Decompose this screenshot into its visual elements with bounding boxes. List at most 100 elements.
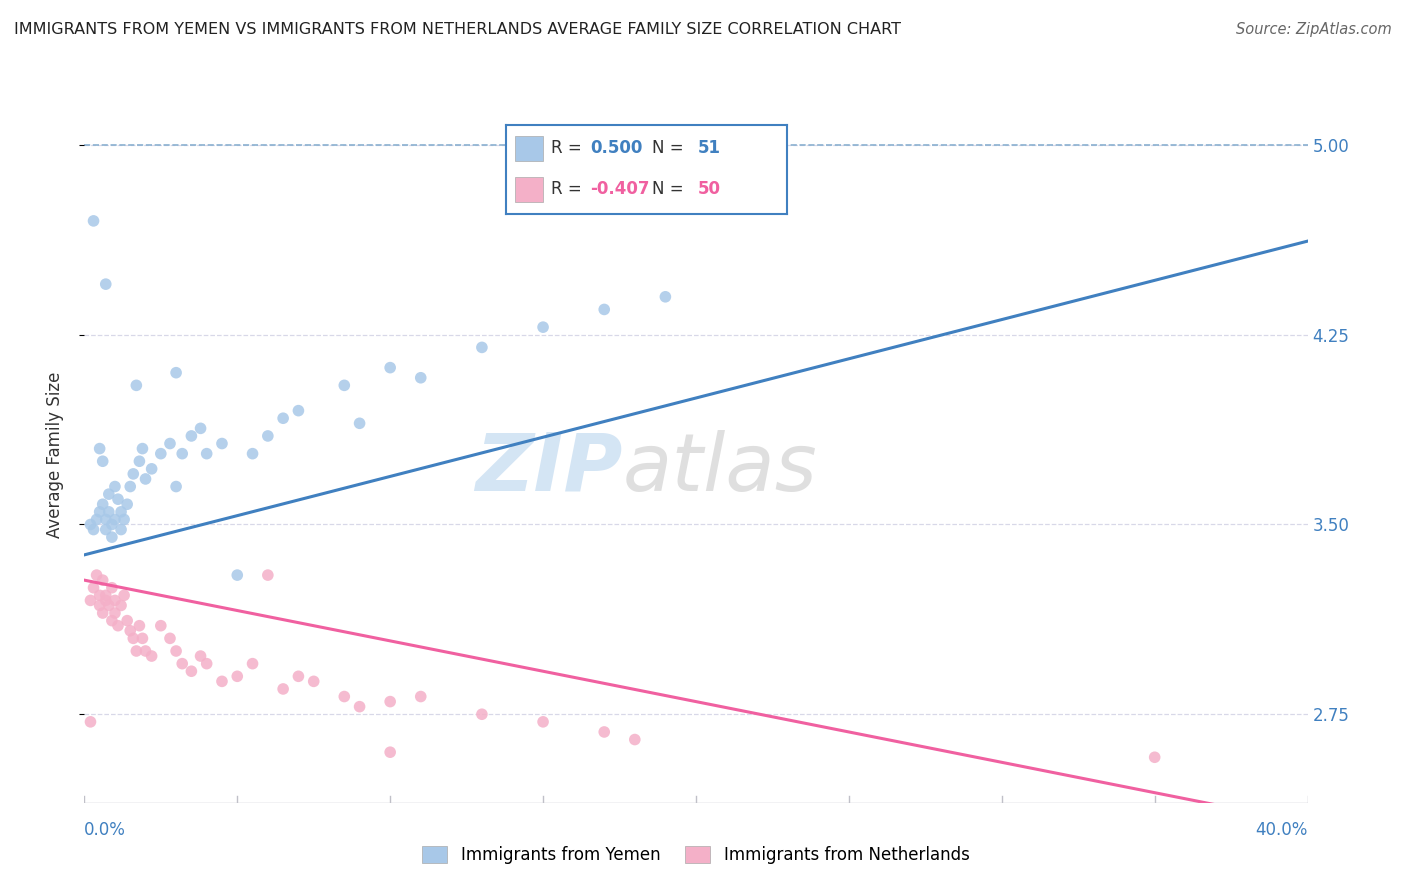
Point: [94, 523, 117, 537]
Point: [83, 523, 105, 537]
Point: [94, 588, 117, 602]
Point: [271, 681, 294, 696]
Point: [190, 648, 212, 663]
Text: Source: ZipAtlas.com: Source: ZipAtlas.com: [1236, 22, 1392, 37]
Point: [165, 644, 187, 658]
Point: [91, 497, 114, 511]
Point: [83, 581, 105, 595]
Point: [257, 568, 280, 582]
Point: [593, 302, 616, 317]
Text: -0.407: -0.407: [591, 180, 650, 198]
Point: [409, 690, 432, 704]
Point: [380, 695, 402, 709]
Point: [333, 378, 356, 392]
Point: [380, 360, 402, 375]
Point: [101, 614, 124, 628]
Point: [104, 593, 127, 607]
Point: [122, 632, 145, 646]
Text: 0.0%: 0.0%: [84, 821, 127, 838]
Point: [242, 657, 264, 671]
Point: [112, 588, 135, 602]
Legend: Immigrants from Yemen, Immigrants from Netherlands: Immigrants from Yemen, Immigrants from N…: [416, 839, 976, 871]
Point: [624, 732, 647, 747]
Point: [110, 523, 132, 537]
Point: [112, 512, 135, 526]
Point: [531, 714, 554, 729]
Point: [89, 599, 111, 613]
Point: [110, 599, 132, 613]
Point: [131, 442, 153, 456]
Point: [1143, 750, 1166, 764]
Point: [89, 442, 111, 456]
Point: [149, 618, 172, 632]
Point: [471, 707, 494, 722]
Point: [125, 644, 148, 658]
Point: [271, 411, 294, 425]
Point: [120, 479, 142, 493]
Point: [101, 517, 124, 532]
Point: [172, 657, 194, 671]
Point: [226, 568, 249, 582]
Text: 0.500: 0.500: [591, 139, 643, 157]
Text: 40.0%: 40.0%: [1256, 821, 1308, 838]
Point: [97, 505, 120, 519]
Point: [120, 624, 142, 638]
Point: [104, 512, 127, 526]
Point: [107, 492, 129, 507]
Point: [128, 618, 150, 632]
Point: [333, 690, 356, 704]
Bar: [515, 136, 543, 161]
Point: [593, 725, 616, 739]
Point: [79, 714, 101, 729]
Point: [104, 606, 127, 620]
Text: N =: N =: [652, 139, 689, 157]
Point: [125, 378, 148, 392]
Point: [159, 632, 181, 646]
Point: [94, 512, 117, 526]
Point: [287, 669, 309, 683]
Point: [349, 699, 371, 714]
Point: [349, 417, 371, 431]
Point: [380, 745, 402, 759]
Point: [89, 588, 111, 602]
Point: [110, 505, 132, 519]
Point: [86, 512, 108, 526]
Point: [135, 644, 157, 658]
Text: 51: 51: [697, 139, 720, 157]
Point: [211, 674, 233, 689]
Point: [79, 517, 101, 532]
Point: [141, 462, 163, 476]
Text: N =: N =: [652, 180, 689, 198]
Point: [195, 447, 218, 461]
Point: [101, 581, 124, 595]
Point: [135, 472, 157, 486]
Point: [654, 290, 676, 304]
Point: [180, 665, 202, 679]
Point: [107, 618, 129, 632]
Point: [165, 366, 187, 380]
Point: [141, 648, 163, 663]
Point: [159, 436, 181, 450]
Point: [180, 429, 202, 443]
Point: [91, 454, 114, 468]
Text: IMMIGRANTS FROM YEMEN VS IMMIGRANTS FROM NETHERLANDS AVERAGE FAMILY SIZE CORRELA: IMMIGRANTS FROM YEMEN VS IMMIGRANTS FROM…: [14, 22, 901, 37]
Point: [287, 403, 309, 417]
Point: [257, 429, 280, 443]
Point: [115, 497, 138, 511]
Text: ZIP: ZIP: [475, 430, 623, 508]
Point: [302, 674, 325, 689]
Text: R =: R =: [551, 180, 588, 198]
Bar: [515, 177, 543, 202]
Point: [97, 487, 120, 501]
Point: [94, 277, 117, 292]
Point: [226, 669, 249, 683]
Point: [91, 573, 114, 587]
Point: [94, 593, 117, 607]
Point: [122, 467, 145, 481]
Point: [531, 320, 554, 334]
Point: [165, 479, 187, 493]
Point: [471, 340, 494, 354]
Point: [149, 447, 172, 461]
Point: [190, 421, 212, 435]
Point: [115, 614, 138, 628]
